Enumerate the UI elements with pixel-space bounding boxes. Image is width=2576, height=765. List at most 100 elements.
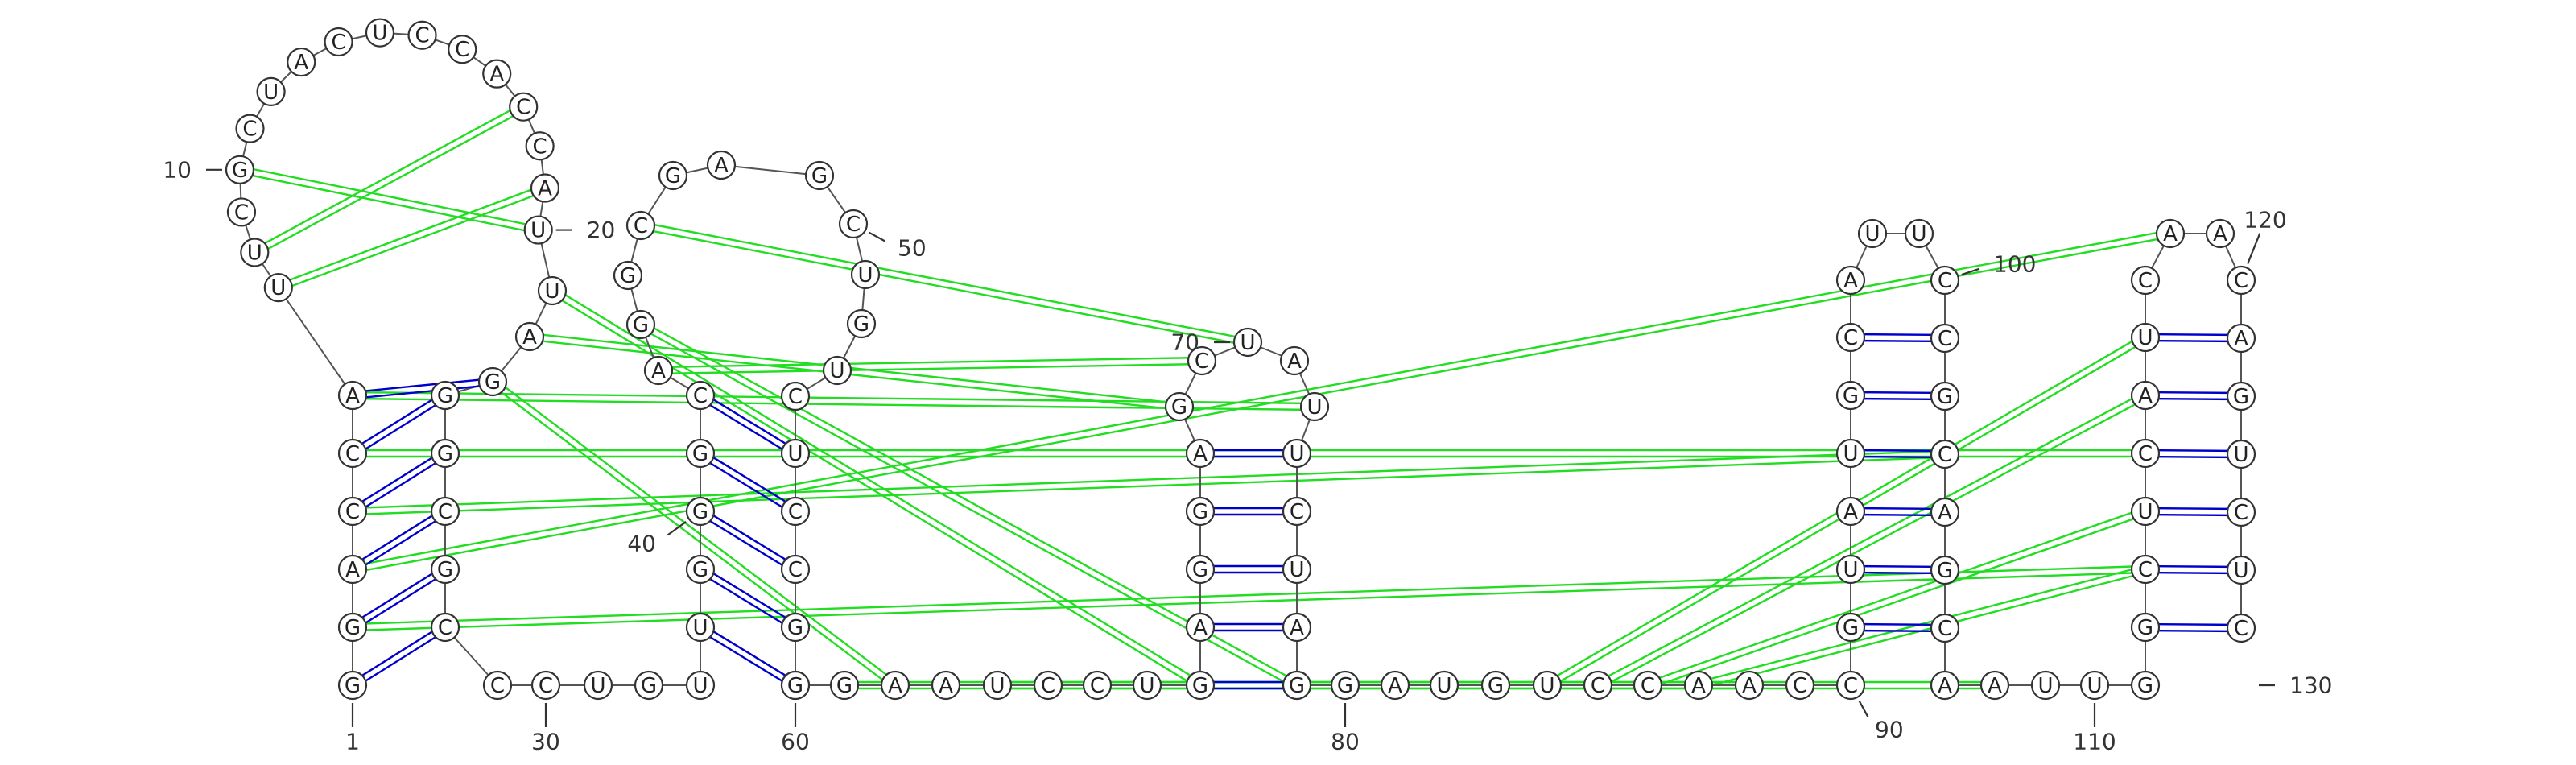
svg-text:U: U: [2037, 674, 2053, 698]
base-pair: [2145, 622, 2242, 633]
svg-text:G: G: [692, 442, 708, 466]
nucleotide: U: [2130, 322, 2161, 353]
nucleotide: C: [337, 438, 368, 469]
svg-text:G: G: [232, 159, 248, 183]
base-pair: [1850, 449, 1946, 459]
svg-text:A: A: [294, 51, 308, 75]
svg-text:A: A: [1193, 442, 1208, 466]
nucleotide: G: [1330, 670, 1360, 701]
base-pair: [350, 623, 448, 689]
svg-text:G: G: [836, 674, 852, 698]
svg-text:G: G: [437, 558, 453, 582]
svg-text:G: G: [2137, 674, 2153, 698]
nucleotide: G: [658, 160, 688, 191]
nucleotide: G: [1930, 555, 1960, 585]
svg-text:A: A: [1388, 674, 1402, 698]
svg-text:U: U: [1864, 222, 1880, 246]
svg-text:A: A: [1938, 674, 1952, 698]
position-number: 20: [555, 217, 616, 243]
nucleotide: C: [838, 209, 869, 239]
base-pair: [1200, 507, 1297, 516]
base-pair: [352, 377, 493, 400]
svg-text:G: G: [787, 674, 803, 698]
nucleotide: U: [685, 670, 716, 701]
svg-text:U: U: [1911, 222, 1926, 246]
base-pair: [350, 507, 448, 573]
nucleotide: G: [613, 260, 643, 291]
backbone-segment: [277, 287, 353, 396]
nucleotide: G: [685, 554, 716, 585]
svg-text:A: A: [1843, 500, 1858, 524]
nucleotide: C: [525, 131, 555, 161]
svg-text:U: U: [989, 674, 1005, 698]
svg-text:C: C: [455, 38, 469, 62]
nucleotide: C: [2130, 265, 2161, 296]
nucleotide: C: [448, 35, 477, 64]
svg-text:A: A: [651, 359, 666, 383]
nucleotide: A: [931, 670, 961, 701]
nucleotide: G: [625, 309, 656, 340]
svg-text:A: A: [522, 325, 537, 349]
svg-text:U: U: [857, 263, 873, 287]
svg-text:A: A: [1290, 616, 1304, 640]
svg-text:G: G: [1488, 674, 1504, 698]
svg-text:G: G: [485, 370, 501, 395]
svg-text:A: A: [345, 384, 360, 408]
nucleotide: C: [1835, 670, 1866, 701]
nucleotide: G: [685, 438, 716, 469]
nucleotide: A: [2155, 218, 2186, 249]
svg-text:U: U: [1539, 674, 1554, 698]
base-pair: [1850, 507, 1946, 517]
svg-text:A: A: [2163, 222, 2178, 246]
svg-text:U: U: [2233, 559, 2248, 583]
backbone-lines: [238, 31, 2242, 686]
nucleotide: A: [1734, 670, 1765, 701]
svg-text:C: C: [1938, 327, 1952, 351]
svg-text:C: C: [1938, 269, 1952, 293]
svg-text:C: C: [2234, 617, 2248, 641]
position-number: 130: [2259, 672, 2332, 699]
nucleotide: U: [2130, 496, 2161, 527]
svg-text:U: U: [787, 442, 803, 466]
nucleotide: G: [1835, 380, 1866, 411]
nucleotide: A: [880, 670, 910, 701]
svg-text:U: U: [544, 279, 559, 304]
nucleotide: C: [2226, 497, 2256, 527]
svg-text:G: G: [1937, 385, 1953, 409]
nucleotide: U: [1282, 438, 1312, 469]
nucleotide: C: [780, 554, 811, 585]
nucleotide: C: [482, 670, 513, 701]
svg-text:U: U: [530, 219, 546, 243]
svg-text:G: G: [692, 500, 708, 524]
position-number: 1: [345, 703, 360, 755]
svg-text:C: C: [634, 214, 648, 238]
nucleotide: G: [1185, 554, 1216, 585]
nucleotide: C: [2226, 613, 2256, 643]
nucleotide: G: [634, 670, 664, 701]
svg-text:90: 90: [1875, 717, 1904, 743]
nucleotide: U: [1835, 438, 1866, 469]
svg-text:C: C: [1041, 674, 1055, 698]
svg-text:80: 80: [1331, 729, 1360, 755]
svg-text:U: U: [372, 22, 387, 46]
svg-text:U: U: [263, 81, 279, 105]
svg-text:C: C: [788, 500, 803, 524]
base-pair: [1850, 622, 1946, 633]
svg-text:A: A: [538, 177, 552, 201]
svg-text:60: 60: [781, 729, 810, 755]
svg-text:A: A: [939, 674, 953, 698]
svg-text:U: U: [2233, 443, 2248, 467]
svg-text:U: U: [1289, 558, 1304, 582]
nucleotide: U: [583, 670, 613, 701]
interaction-line: [352, 229, 2171, 574]
nucleotide: C: [1187, 345, 1217, 376]
svg-text:20: 20: [587, 217, 616, 243]
nucleotide: C: [324, 27, 353, 57]
svg-text:C: C: [2234, 269, 2248, 293]
nucleotide: C: [685, 380, 716, 411]
svg-text:A: A: [1938, 501, 1952, 525]
svg-text:G: G: [1289, 674, 1305, 698]
svg-text:C: C: [1843, 326, 1858, 350]
